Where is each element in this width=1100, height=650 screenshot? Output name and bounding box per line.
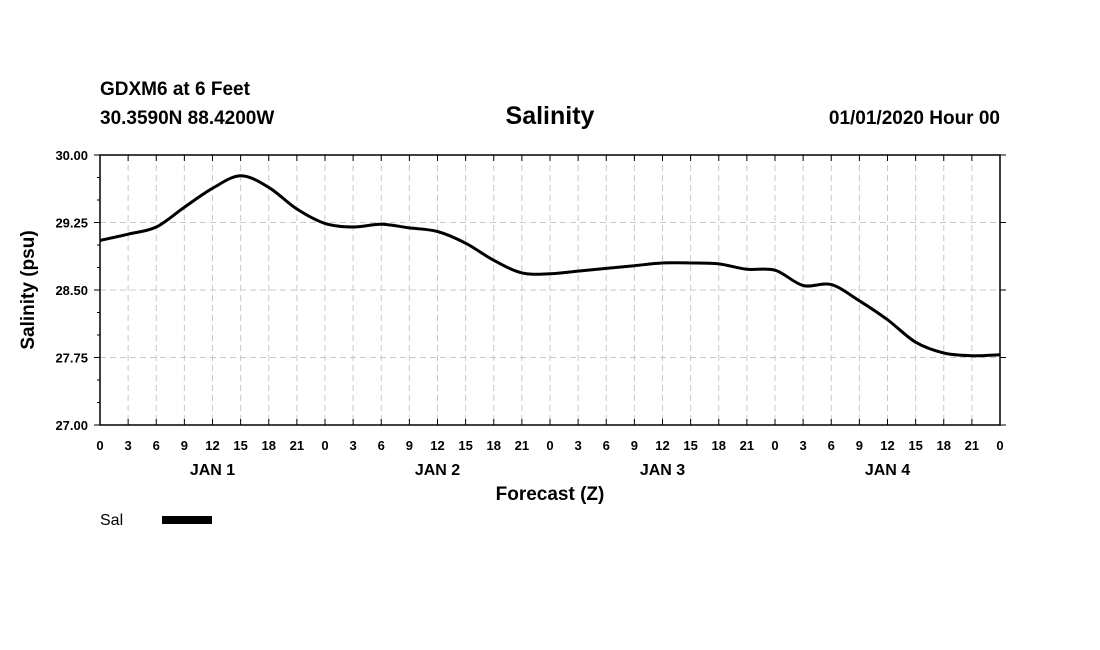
x-axis-label: Forecast (Z) [496, 484, 605, 505]
y-axis-label: Salinity (psu) [18, 230, 39, 349]
x-tick-label: 6 [378, 438, 385, 453]
x-tick-label: 18 [487, 438, 501, 453]
x-tick-label: 0 [96, 438, 103, 453]
grid-lines [100, 155, 1000, 425]
axis-ticks [94, 154, 1006, 426]
x-tick-label: 6 [153, 438, 160, 453]
day-label: JAN 4 [865, 462, 910, 479]
station-coordinates: 30.3590N 88.4200W [100, 108, 274, 129]
x-tick-label: 0 [546, 438, 553, 453]
x-tick-label: 9 [406, 438, 413, 453]
x-tick-label: 12 [430, 438, 444, 453]
x-tick-label: 21 [965, 438, 979, 453]
y-tick-label: 27.75 [55, 351, 88, 366]
x-tick-label: 9 [631, 438, 638, 453]
x-tick-label: 12 [880, 438, 894, 453]
x-tick-label: 18 [712, 438, 726, 453]
legend-label: Sal [100, 512, 123, 529]
y-tick-label: 29.25 [55, 216, 88, 231]
plot-frame [99, 154, 1001, 426]
x-tick-label: 12 [655, 438, 669, 453]
x-tick-label: 18 [262, 438, 276, 453]
x-tick-label: 15 [233, 438, 247, 453]
x-tick-label: 6 [828, 438, 835, 453]
y-tick-labels: 27.00 27.75 28.50 29.25 30.00 [55, 148, 88, 433]
x-tick-label: 0 [771, 438, 778, 453]
x-tick-labels: 0 3 6 9 12 15 18 21 0 3 6 9 12 15 18 21 0 3 6 9 12 15 18 21 0 3 6 9… [96, 438, 1003, 453]
x-tick-label: 21 [740, 438, 754, 453]
chart-title: Salinity [506, 102, 595, 130]
station-name: GDXM6 at 6 Feet [100, 79, 251, 100]
x-tick-label: 9 [856, 438, 863, 453]
forecast-datetime: 01/01/2020 Hour 00 [829, 108, 1000, 129]
day-labels: JAN 1 JAN 2 JAN 3 JAN 4 [190, 462, 910, 479]
y-tick-label: 28.50 [55, 283, 88, 298]
x-tick-label: 15 [908, 438, 922, 453]
day-label: JAN 2 [415, 462, 460, 479]
series-line-sal [99, 174, 1001, 358]
x-tick-label: 0 [996, 438, 1003, 453]
x-tick-label: 21 [515, 438, 529, 453]
x-tick-label: 15 [683, 438, 697, 453]
y-tick-label: 27.00 [55, 418, 88, 433]
x-tick-label: 0 [321, 438, 328, 453]
series-group [99, 174, 1001, 358]
x-tick-label: 21 [290, 438, 304, 453]
x-tick-label: 3 [575, 438, 582, 453]
x-tick-label: 3 [350, 438, 357, 453]
x-tick-label: 6 [603, 438, 610, 453]
x-tick-label: 18 [937, 438, 951, 453]
x-tick-label: 12 [205, 438, 219, 453]
day-label: JAN 1 [190, 462, 235, 479]
x-tick-label: 3 [125, 438, 132, 453]
x-tick-label: 9 [181, 438, 188, 453]
x-tick-label: 15 [458, 438, 472, 453]
x-tick-label: 3 [800, 438, 807, 453]
y-tick-label: 30.00 [55, 148, 88, 163]
day-label: JAN 3 [640, 462, 685, 479]
